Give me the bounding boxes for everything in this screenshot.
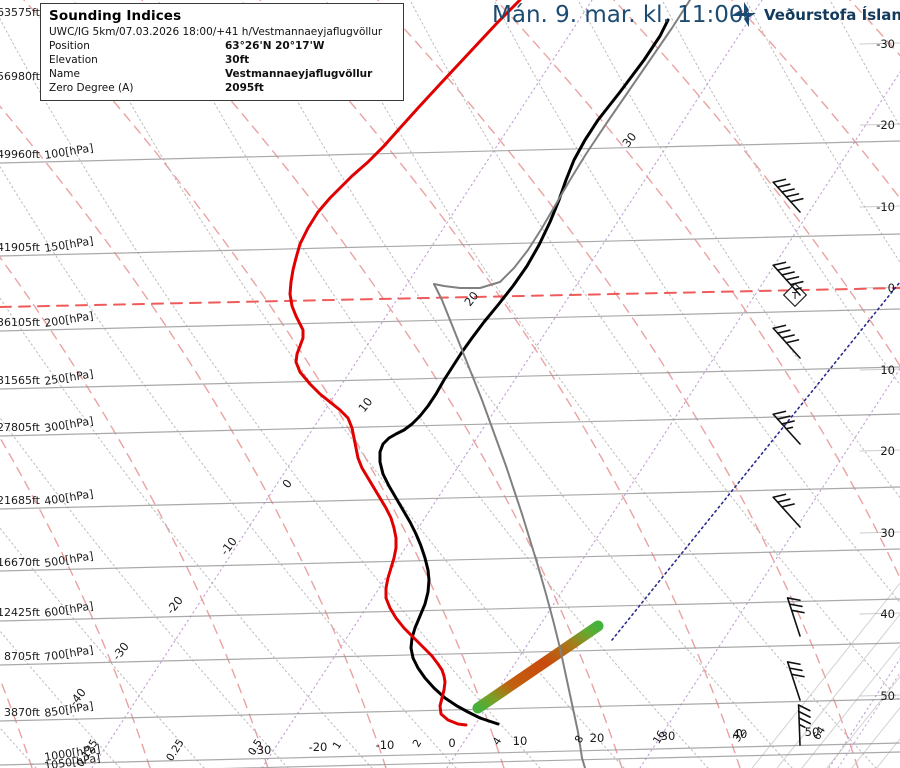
freezing-level-line [611, 281, 900, 641]
svg-text:10: 10 [880, 363, 895, 377]
svg-text:4: 4 [491, 735, 505, 747]
isotherm-label: -30 [109, 639, 132, 662]
wind-barb [772, 178, 804, 213]
isotherm-label: 30 [619, 130, 639, 150]
vedurstofa-pinwheel-logo-icon [731, 2, 756, 27]
svg-text:400[hPa]: 400[hPa] [43, 487, 94, 508]
cape-gradient-bar [472, 620, 604, 714]
svg-text:0: 0 [448, 736, 455, 750]
svg-text:31565ft: 31565ft [0, 374, 41, 387]
wind-barb [786, 597, 805, 637]
svg-text:2: 2 [411, 737, 425, 749]
svg-text:30: 30 [661, 729, 676, 743]
wind-barb-column [772, 178, 812, 746]
row-key-zero-degree: Zero Degree (A) [49, 82, 134, 94]
isotherm-label: 20 [461, 289, 481, 309]
svg-text:10: 10 [513, 734, 528, 748]
svg-text:600[hPa]: 600[hPa] [43, 599, 94, 620]
svg-text:300[hPa]: 300[hPa] [43, 414, 94, 435]
svg-text:-10: -10 [876, 200, 895, 214]
wind-barb [772, 261, 804, 296]
sounding-curves: T [288, 0, 808, 768]
svg-text:20: 20 [590, 731, 605, 745]
brand-name: Veðurstofa Íslands [764, 6, 900, 24]
svg-text:100[hPa]: 100[hPa] [43, 141, 94, 162]
svg-text:30: 30 [880, 526, 895, 540]
svg-text:150[hPa]: 150[hPa] [43, 234, 94, 255]
svg-text:-30: -30 [253, 743, 272, 757]
table-row: Zero Degree (A) 2095ft [49, 81, 397, 95]
isotherm-label: 0 [279, 476, 295, 490]
svg-text:T: T [791, 291, 799, 302]
svg-text:12425ft: 12425ft [0, 606, 41, 619]
svg-text:20: 20 [880, 444, 895, 458]
isotherm-lines [751, 582, 900, 768]
isotherm-label: -20 [163, 593, 186, 616]
svg-text:56980ft: 56980ft [0, 70, 41, 83]
svg-text:0.25: 0.25 [164, 737, 187, 763]
svg-text:-20: -20 [876, 118, 895, 132]
indices-table: Position 63°26'N 20°17'W Elevation 30ft … [49, 39, 397, 95]
wind-barb [772, 324, 801, 359]
svg-text:21685ft: 21685ft [0, 494, 41, 507]
row-value-elevation: 30ft [225, 54, 250, 66]
isotherm-label: 10 [355, 395, 375, 415]
brand-block: Veðurstofa Íslands [730, 2, 900, 28]
isotherm-label: -10 [217, 534, 240, 557]
sounding-indices-panel: Sounding Indices UWC/IG 5km/07.03.2026 1… [40, 3, 404, 101]
isobar-lines [0, 42, 900, 768]
panel-title: Sounding Indices [49, 8, 182, 24]
row-value-zero-degree: 2095ft [225, 82, 264, 94]
svg-text:40: 40 [733, 727, 748, 741]
svg-text:49960ft: 49960ft [0, 148, 41, 161]
svg-text:-10: -10 [376, 738, 395, 752]
svg-text:700[hPa]: 700[hPa] [43, 643, 94, 664]
svg-text:-30: -30 [876, 37, 895, 51]
row-value-position: 63°26'N 20°17'W [225, 40, 325, 52]
svg-text:63575ft: 63575ft [0, 6, 41, 19]
svg-text:50: 50 [805, 725, 820, 739]
svg-text:3870ft: 3870ft [4, 706, 41, 719]
row-key-elevation: Elevation [49, 54, 98, 66]
svg-text:41905ft: 41905ft [0, 241, 41, 254]
zero-degree-isotherm [0, 287, 900, 308]
table-row: Position 63°26'N 20°17'W [49, 39, 397, 53]
svg-text:16670ft: 16670ft [0, 556, 41, 569]
wind-barb [797, 704, 812, 746]
svg-text:8705ft: 8705ft [4, 650, 41, 663]
svg-text:0: 0 [888, 281, 895, 295]
svg-text:-20: -20 [309, 740, 328, 754]
svg-text:36105ft: 36105ft [0, 316, 41, 329]
svg-text:40: 40 [880, 607, 895, 621]
wind-barb [772, 410, 801, 445]
svg-text:50: 50 [880, 689, 895, 703]
wind-barb [772, 493, 801, 528]
svg-text:850[hPa]: 850[hPa] [43, 699, 94, 720]
row-value-name: Vestmannaeyjaflugvöllur [225, 68, 373, 80]
page-title: Mán. 9. mar. kl. 11:00 [492, 2, 744, 28]
table-row: Name Vestmannaeyjaflugvöllur [49, 67, 397, 81]
svg-text:200[hPa]: 200[hPa] [43, 309, 94, 330]
svg-text:1: 1 [331, 739, 345, 751]
svg-text:27805ft: 27805ft [0, 421, 41, 434]
table-row: Elevation 30ft [49, 53, 397, 67]
row-key-position: Position [49, 40, 90, 52]
row-key-name: Name [49, 68, 80, 80]
panel-subtitle: UWC/IG 5km/07.03.2026 18:00/+41 h/Vestma… [49, 26, 383, 38]
wind-barb [786, 661, 805, 701]
